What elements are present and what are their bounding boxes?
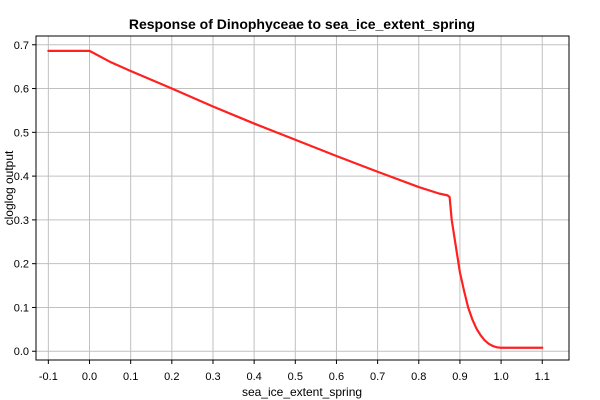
- y-tick-label: 0.6: [14, 84, 29, 96]
- response-curve: [47, 49, 544, 349]
- chart-title: Response of Dinophyceae to sea_ice_exten…: [129, 16, 475, 32]
- x-tick-label: 0.6: [329, 371, 344, 383]
- x-tick-label: 0.0: [82, 371, 97, 383]
- x-tick-label: -0.1: [39, 371, 58, 383]
- grid-lines: [36, 36, 569, 360]
- y-tick-label: 0.5: [14, 127, 29, 139]
- y-tick-label: 0.1: [14, 302, 29, 314]
- axis-ticks: -0.1 0.0 0.1 0.2 0.3 0.4 0.5 0.6 0.7 0.8 0.9 1.0 1.1…: [14, 40, 550, 383]
- x-tick-label: 0.9: [452, 371, 467, 383]
- x-tick-label: 0.1: [123, 371, 138, 383]
- y-tick-label: 0.2: [14, 259, 29, 271]
- y-tick-label: 0.0: [14, 346, 29, 358]
- x-tick-label: 0.8: [411, 371, 426, 383]
- y-axis-label: cloglog output: [2, 150, 16, 225]
- x-tick-label: 1.0: [493, 371, 508, 383]
- x-tick-label: 0.4: [246, 371, 261, 383]
- plot-area-frame: [35, 35, 570, 361]
- x-tick-label: 0.7: [370, 371, 385, 383]
- y-tick-label: 0.3: [14, 215, 29, 227]
- x-tick-label: 1.1: [535, 371, 550, 383]
- x-axis-label: sea_ice_extent_spring: [242, 385, 362, 399]
- y-tick-label: 0.4: [14, 171, 29, 183]
- x-tick-label: 0.5: [288, 371, 303, 383]
- y-tick-label: 0.7: [14, 40, 29, 52]
- x-tick-label: 0.2: [164, 371, 179, 383]
- x-tick-label: 0.3: [205, 371, 220, 383]
- series-layer: [47, 49, 544, 349]
